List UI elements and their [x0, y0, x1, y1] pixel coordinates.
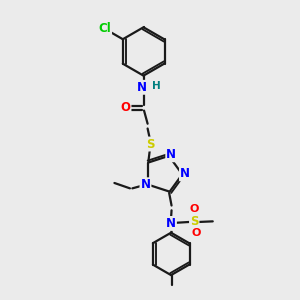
Text: O: O: [192, 228, 201, 238]
Text: Cl: Cl: [98, 22, 111, 35]
Text: H: H: [152, 81, 161, 91]
Text: N: N: [166, 217, 176, 230]
Text: O: O: [190, 204, 199, 214]
Text: S: S: [146, 137, 154, 151]
Text: N: N: [136, 81, 147, 94]
Text: S: S: [190, 215, 199, 229]
Text: N: N: [140, 178, 151, 191]
Text: N: N: [180, 167, 190, 180]
Text: O: O: [121, 101, 130, 114]
Text: N: N: [166, 148, 176, 161]
